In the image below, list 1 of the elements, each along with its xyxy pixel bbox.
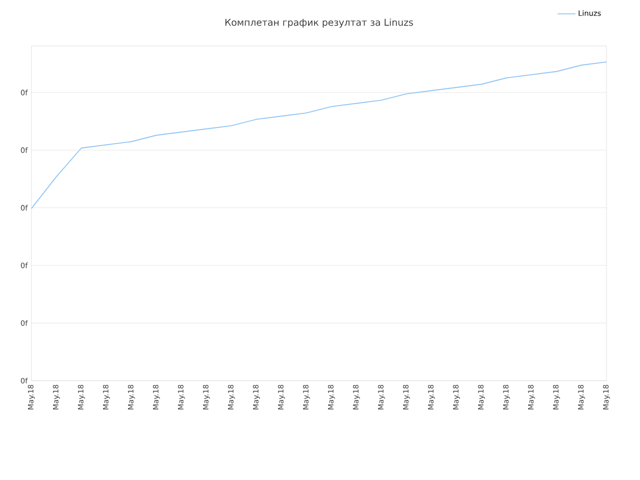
chart-title: Комплетан график резултат за Linuzs <box>225 18 413 28</box>
